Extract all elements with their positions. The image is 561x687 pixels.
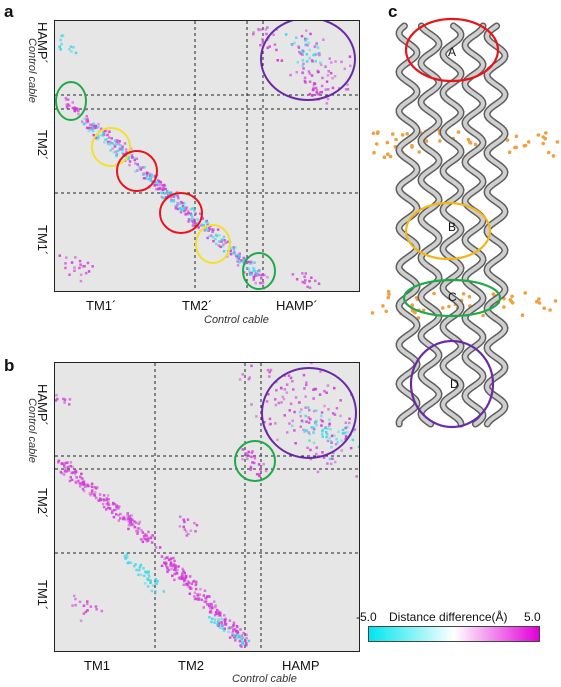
panel-b-xtick-tm2: TM2	[178, 658, 204, 673]
region-a-label: A	[448, 45, 456, 59]
panel-b-green-circle	[234, 440, 276, 482]
panel-b-contacts	[55, 363, 359, 648]
region-d-label: D	[450, 377, 459, 391]
panel-b-xtick-tm1: TM1	[84, 658, 110, 673]
panel-a-letter: a	[4, 2, 14, 21]
panel-a-contacts	[58, 26, 352, 290]
panel-a-yellow-circle-bottom	[195, 224, 231, 264]
panel-b-circles	[234, 367, 357, 482]
colorbar-min-label: -5.0	[356, 610, 377, 624]
panel-a-matrix	[54, 20, 360, 292]
panel-a-red-circle-bottom	[159, 192, 203, 234]
panel-a-purple-circle	[260, 21, 356, 101]
region-b-ellipse	[404, 201, 492, 261]
panel-c-structure: A B C D	[370, 17, 560, 429]
region-c-label: C	[448, 290, 457, 304]
panel-b-ytitle: Control cable	[26, 398, 38, 463]
panel-b-xtitle: Control cable	[232, 673, 297, 685]
panel-a-xtick-tm2: TM2´	[182, 298, 213, 313]
panel-a-green-circle-bottom	[242, 252, 276, 290]
panel-b-letter: b	[4, 356, 15, 375]
panel-b-dashed-grid	[55, 363, 359, 651]
panel-a-plot	[55, 21, 359, 291]
region-a-ellipse	[404, 17, 500, 83]
panel-b-matrix	[54, 362, 360, 652]
panel-b-xtick-hamp: HAMP	[282, 658, 320, 673]
region-ellipses	[402, 17, 502, 429]
helix-bundle	[395, 22, 509, 428]
panel-a-xtick-tm1: TM1´	[86, 298, 117, 313]
panel-a-red-circle-top	[116, 150, 158, 192]
panel-a-ytick-tm1: TM1´	[35, 225, 50, 256]
region-labels: A B C D	[448, 45, 459, 391]
panel-b-plot	[55, 363, 359, 651]
panel-b-ytick-tm1: TM1´	[35, 580, 50, 611]
panel-a-yellow-circle-top	[91, 127, 131, 167]
panel-b-purple-circle	[261, 367, 357, 459]
region-d-ellipse	[409, 339, 495, 429]
colorbar-max-label: 5.0	[524, 610, 541, 624]
panel-a-dashed-grid	[55, 21, 359, 291]
panel-a-circles	[55, 21, 356, 290]
panel-a-ytitle: Control cable	[26, 38, 38, 103]
region-c-ellipse	[402, 278, 502, 318]
panel-b-ytick-tm2: TM2´	[35, 488, 50, 519]
colorbar-gradient	[368, 626, 540, 642]
panel-a-ytick-tm2: TM2´	[35, 130, 50, 161]
panel-a-xtitle: Control cable	[204, 314, 269, 326]
panel-a-green-circle-top	[55, 81, 87, 121]
region-b-label: B	[448, 220, 456, 234]
panel-a-xtick-hamp: HAMP´	[276, 298, 318, 313]
colorbar-title: Distance difference(Å)	[389, 610, 508, 624]
panel-c-letter: c	[388, 2, 398, 21]
